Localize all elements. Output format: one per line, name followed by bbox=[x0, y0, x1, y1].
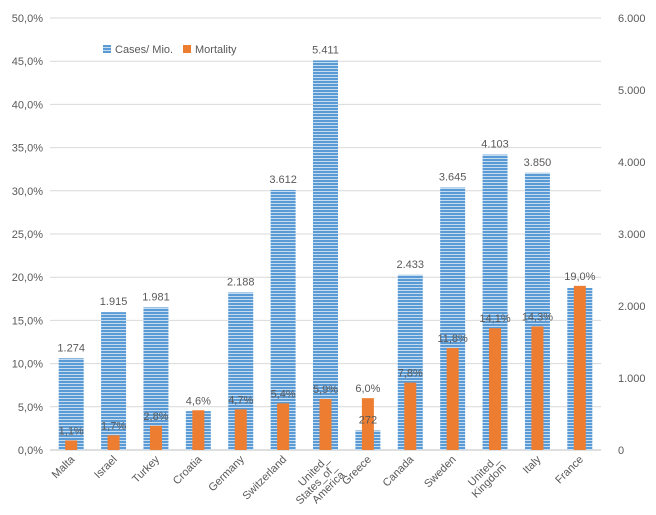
x-tick-label-line: Israel bbox=[92, 454, 120, 482]
data-label-cases: 272 bbox=[359, 414, 377, 426]
bar-mortality-Sweden bbox=[446, 348, 459, 450]
right-tick-label: 6.000 bbox=[618, 13, 646, 25]
bar-mortality-Canada bbox=[404, 382, 417, 450]
bar-mortality-Malta bbox=[65, 440, 78, 450]
bar-cases-Israel bbox=[101, 312, 127, 450]
left-tick-label: 15,0% bbox=[12, 315, 43, 327]
x-tick-label: Canada bbox=[381, 453, 417, 489]
x-tick-label: Croatia bbox=[171, 453, 205, 487]
data-label-cases: 2.188 bbox=[227, 276, 255, 288]
data-label-mortality: 1,1% bbox=[59, 425, 84, 437]
x-tick-label-line: France bbox=[553, 454, 586, 487]
x-tick-label: United_States_of_America bbox=[286, 453, 348, 515]
right-tick-label: 3.000 bbox=[618, 229, 646, 241]
bar-cases-Malta bbox=[58, 358, 84, 450]
bar-cases-United_States_of_America bbox=[313, 60, 338, 451]
right-tick-label: 5.000 bbox=[618, 85, 646, 97]
x-tick-label-line: Turkey bbox=[130, 453, 162, 485]
x-tick-label-line: Greece bbox=[340, 454, 374, 488]
bar-mortality-France bbox=[573, 285, 586, 450]
data-label-cases: 3.645 bbox=[439, 172, 467, 184]
legend: Cases/ Mio. Mortality bbox=[103, 44, 237, 56]
data-label-mortality: 4,6% bbox=[186, 395, 211, 407]
bar-mortality-Switzerland bbox=[277, 403, 290, 450]
right-tick-label: 0 bbox=[618, 445, 624, 457]
data-label-cases: 1.915 bbox=[100, 296, 128, 308]
data-label-mortality: 19,0% bbox=[564, 271, 595, 283]
left-tick-label: 5,0% bbox=[18, 402, 43, 414]
data-label-mortality: 1,7% bbox=[101, 420, 126, 432]
data-label-cases: 4.103 bbox=[481, 139, 509, 151]
bar-mortality-United_Kingdom bbox=[489, 328, 502, 450]
left-tick-label: 40,0% bbox=[12, 99, 43, 111]
left-tick-label: 25,0% bbox=[12, 229, 43, 241]
x-tick-label: Germany bbox=[206, 453, 247, 494]
right-tick-label: 2.000 bbox=[618, 301, 646, 313]
data-label-mortality: 6,0% bbox=[355, 383, 380, 395]
left-tick-label: 20,0% bbox=[12, 272, 43, 284]
bar-mortality-Croatia bbox=[192, 410, 205, 450]
legend-swatch-cases bbox=[103, 45, 111, 53]
bar-mortality-Germany bbox=[234, 409, 247, 450]
x-tick-label: Switzerland bbox=[241, 454, 290, 503]
legend-label-mortality: Mortality bbox=[195, 44, 237, 56]
data-label-mortality: 14,3% bbox=[522, 311, 553, 323]
x-tick-label-line: Italy bbox=[521, 453, 544, 476]
x-tick-label: France bbox=[553, 454, 586, 487]
x-tick-label-line: Malta bbox=[50, 453, 78, 481]
data-label-cases: 3.850 bbox=[524, 157, 552, 169]
data-label-mortality: 14,1% bbox=[479, 313, 510, 325]
left-tick-label: 30,0% bbox=[12, 186, 43, 198]
right-axis: 0 1.000 2.000 3.000 4.000 5.000 6.000 bbox=[618, 13, 646, 457]
x-tick-label: Sweden bbox=[422, 454, 459, 491]
data-label-mortality: 7,8% bbox=[398, 368, 423, 380]
bars: 1.274 1,1% 1.915 1,7% 1.981 2,8% 4,6% 2.188 4,7%… bbox=[57, 44, 596, 451]
x-tick-label: Italy bbox=[521, 453, 544, 476]
legend-swatch-mortality bbox=[183, 45, 191, 53]
x-tick-label-line: Canada bbox=[381, 453, 417, 489]
x-tick-label-line: Switzerland bbox=[241, 454, 290, 503]
x-tick-label: Greece bbox=[340, 454, 374, 488]
data-label-cases: 5.411 bbox=[312, 44, 339, 56]
data-label-mortality: 2,8% bbox=[143, 411, 168, 423]
x-tick-label: Turkey bbox=[130, 453, 162, 485]
bar-mortality-Turkey bbox=[149, 425, 162, 450]
bar-mortality-United_States_of_America bbox=[319, 399, 332, 450]
right-tick-label: 4.000 bbox=[618, 157, 646, 169]
x-tick-label-line: Croatia bbox=[171, 453, 205, 487]
bar-mortality-Israel bbox=[107, 435, 120, 450]
data-label-mortality: 5,4% bbox=[271, 388, 296, 400]
x-tick-label: Israel bbox=[92, 454, 120, 482]
legend-label-cases: Cases/ Mio. bbox=[115, 44, 173, 56]
left-tick-label: 35,0% bbox=[12, 143, 43, 155]
left-tick-label: 10,0% bbox=[12, 359, 43, 371]
bar-mortality-Italy bbox=[531, 326, 544, 450]
right-tick-label: 1.000 bbox=[618, 373, 646, 385]
data-label-cases: 2.433 bbox=[397, 259, 425, 271]
x-tick-label-line: Sweden bbox=[422, 454, 459, 491]
data-label-mortality: 5,9% bbox=[313, 384, 338, 396]
data-label-mortality: 11,8% bbox=[437, 333, 468, 345]
left-tick-label: 0,0% bbox=[18, 445, 43, 457]
left-tick-label: 50,0% bbox=[12, 13, 43, 25]
data-label-mortality: 4,7% bbox=[228, 394, 253, 406]
x-tick-label: United_Kingdom bbox=[462, 453, 510, 501]
left-tick-label: 45,0% bbox=[12, 56, 43, 68]
data-label-cases: 1.981 bbox=[142, 291, 170, 303]
bar-mortality-Greece bbox=[361, 398, 374, 450]
x-axis-labels: Malta Israel Turkey Croatia GermanySwitzerla… bbox=[50, 453, 586, 515]
x-tick-label: Malta bbox=[50, 453, 78, 481]
data-label-cases: 3.612 bbox=[269, 174, 297, 186]
left-axis: 0,0% 5,0% 10,0% 15,0% 20,0% 25,0% 30,0% 35,0% 40… bbox=[12, 13, 43, 457]
x-tick-label-line: Germany bbox=[206, 453, 247, 494]
data-label-cases: 1.274 bbox=[57, 342, 85, 354]
